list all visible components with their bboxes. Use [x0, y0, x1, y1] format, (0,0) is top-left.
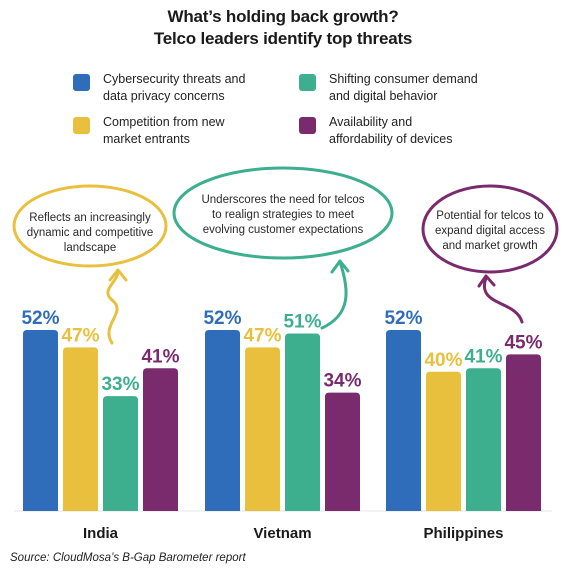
callout-arrowhead-india	[108, 268, 128, 282]
value-label-india-series-3: 33%	[101, 374, 139, 395]
chart-title: What’s holding back growth? Telco leader…	[0, 6, 566, 50]
value-label-philippines-series-2: 40%	[424, 350, 462, 371]
legend-label-line: Cybersecurity threats and	[103, 72, 246, 86]
callout-vietnam-line-3: evolving customer expectations	[203, 224, 364, 236]
bar-philippines-series-4	[506, 354, 541, 511]
value-label-vietnam-series-2: 47%	[243, 325, 281, 346]
legend-label-line: data privacy concerns	[103, 89, 225, 103]
value-label-philippines-series-1: 52%	[384, 308, 422, 329]
callout-philippines-line-2: expand digital access	[435, 225, 545, 237]
value-label-philippines-series-3: 41%	[464, 346, 502, 367]
legend-label-line: affordability of devices	[329, 132, 453, 146]
callout-arrow-vietnam	[320, 260, 348, 330]
bar-vietnam-series-3	[285, 333, 320, 511]
callouts: Reflects an increasingly dynamic and com…	[12, 166, 559, 345]
bar-india-series-1	[23, 330, 58, 511]
title-line-1: What’s holding back growth?	[167, 7, 399, 26]
value-label-india-series-4: 41%	[141, 346, 179, 367]
legend-label-line: Shifting consumer demand	[329, 72, 478, 86]
callout-india-line-2: dynamic and competitive	[27, 227, 154, 239]
callout-india-line-3: landscape	[64, 242, 116, 254]
legend-swatch-consumer-demand	[299, 74, 316, 91]
bar-india-series-4	[143, 368, 178, 511]
legend-label-competition: Competition from new market entrants	[103, 114, 225, 148]
bar-vietnam-series-4	[325, 392, 360, 511]
callout-bubble-philippines	[421, 184, 559, 274]
callout-arrow-philippines	[482, 276, 524, 324]
callout-vietnam-line-1: Underscores the need for telcos	[201, 194, 364, 206]
value-label-philippines-series-4: 45%	[504, 332, 542, 353]
legend-label-line: market entrants	[103, 132, 190, 146]
callout-vietnam-line-2: to realign strategies to meet	[212, 209, 355, 221]
value-label-vietnam-series-4: 34%	[323, 371, 361, 392]
bar-india-series-2	[63, 347, 98, 511]
bar-philippines-series-3	[466, 368, 501, 511]
category-label-india: India	[83, 525, 119, 542]
callout-arrow-india	[106, 269, 120, 345]
legend-label-line: Competition from new	[103, 115, 225, 129]
value-label-india-series-2: 47%	[61, 325, 99, 346]
callout-india-line-1: Reflects an increasingly	[29, 212, 151, 224]
legend-label-cybersecurity: Cybersecurity threats and data privacy c…	[103, 71, 245, 105]
callout-philippines-line-1: Potential for telcos to	[436, 210, 543, 222]
legend-swatch-devices	[299, 117, 316, 134]
callout-bubble-vietnam	[172, 166, 394, 260]
value-label-vietnam-series-1: 52%	[203, 308, 241, 329]
value-label-vietnam-series-3: 51%	[283, 311, 321, 332]
bar-india-series-3	[103, 396, 138, 511]
value-label-india-series-1: 52%	[21, 308, 59, 329]
bar-vietnam-series-2	[245, 347, 280, 511]
legend-label-devices: Availability and affordability of device…	[329, 114, 452, 148]
callout-bubble-india	[12, 184, 168, 268]
callout-arrowhead-philippines	[477, 274, 496, 288]
bars	[23, 330, 541, 511]
bar-philippines-series-1	[386, 330, 421, 511]
bar-vietnam-series-1	[205, 330, 240, 511]
value-labels: 52%47%33%41%52%47%51%34%52%40% 41%45%	[21, 308, 542, 395]
legend-label-consumer-demand: Shifting consumer demand and digital beh…	[329, 71, 478, 105]
legend-label-line: Availability and	[329, 115, 413, 129]
callout-arrowhead-vietnam	[330, 259, 350, 274]
category-labels: India Vietnam Philippines	[83, 525, 504, 542]
title-line-2: Telco leaders identify top threats	[153, 29, 413, 48]
callout-philippines-line-3: and market growth	[442, 240, 537, 252]
legend-label-line: and digital behavior	[329, 89, 438, 103]
source-note: Source: CloudMosa’s B-Gap Barometer repo…	[10, 552, 246, 564]
category-label-philippines: Philippines	[423, 525, 503, 542]
bar-philippines-series-2	[426, 371, 461, 511]
legend-swatch-competition	[73, 117, 90, 134]
legend-swatch-cybersecurity	[73, 74, 90, 91]
category-label-vietnam: Vietnam	[253, 525, 311, 542]
